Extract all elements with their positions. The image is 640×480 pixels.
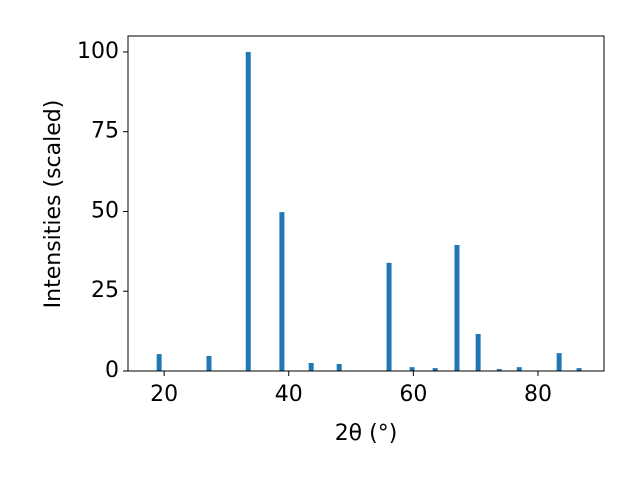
bar — [245, 51, 251, 371]
bar — [432, 368, 438, 371]
y-tick-label: 50 — [91, 198, 119, 223]
x-axis-label: 2θ (°) — [335, 421, 398, 446]
bar — [454, 244, 460, 371]
bar — [556, 353, 562, 371]
bar — [336, 363, 342, 371]
bar — [409, 367, 415, 371]
bar — [308, 363, 314, 371]
plot-frame — [127, 35, 605, 372]
y-tick-label: 100 — [77, 39, 119, 64]
x-tick-label: 20 — [150, 382, 178, 407]
y-tick-label: 0 — [105, 358, 119, 383]
bar — [156, 354, 162, 371]
x-tick-label: 80 — [524, 382, 552, 407]
bar — [576, 368, 582, 371]
y-axis-label: Intensities (scaled) — [41, 100, 66, 309]
bar — [496, 369, 502, 371]
bar — [516, 367, 522, 371]
bar — [279, 212, 285, 371]
bar — [386, 262, 392, 371]
x-tick-label: 60 — [399, 382, 427, 407]
y-tick-label: 75 — [91, 119, 119, 144]
bar — [475, 333, 481, 371]
bar — [206, 356, 212, 371]
x-tick-label: 40 — [275, 382, 303, 407]
y-tick-label: 25 — [91, 278, 119, 303]
